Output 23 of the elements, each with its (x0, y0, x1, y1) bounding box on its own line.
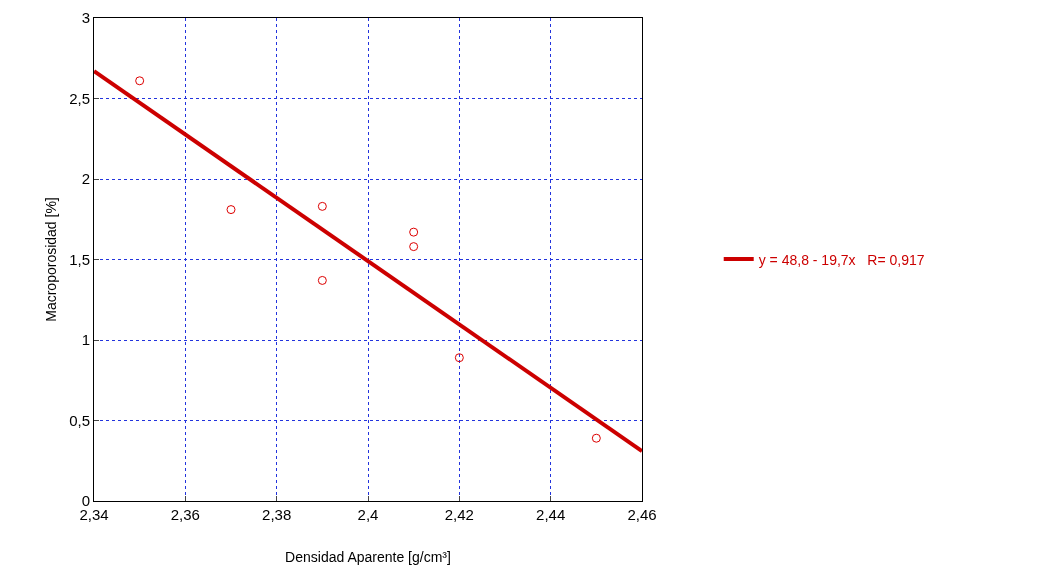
point (409, 242, 419, 252)
y-tick-label: 3 (81, 9, 90, 27)
point (454, 353, 464, 363)
point (226, 205, 236, 215)
x-tick-label: 2,4 (357, 506, 379, 523)
y-tick-label: 0,5 (69, 411, 90, 429)
y-tick-label: 2,5 (69, 89, 90, 107)
point (409, 227, 419, 237)
x-tick-label: 2,38 (262, 506, 292, 523)
legend-label: y = 48,8 - 19,7x R= 0,917 (758, 251, 925, 268)
x-tick-label: 2,44 (536, 506, 566, 523)
point (317, 201, 327, 211)
x-tick-label: 2,36 (170, 506, 200, 523)
x-tick-label: 2,46 (627, 506, 657, 523)
y-tick-label: 1,5 (69, 250, 90, 268)
point (317, 275, 327, 285)
point (591, 433, 601, 443)
point (135, 76, 145, 86)
x-axis-title: Densidad Aparente [g/cm³] (285, 549, 451, 566)
y-tick-label: 1 (81, 331, 90, 349)
x-tick-label: 2,42 (444, 506, 474, 523)
y-tick-label: 2 (81, 170, 90, 188)
y-axis-title: Macroporosidad [%] (43, 197, 59, 322)
